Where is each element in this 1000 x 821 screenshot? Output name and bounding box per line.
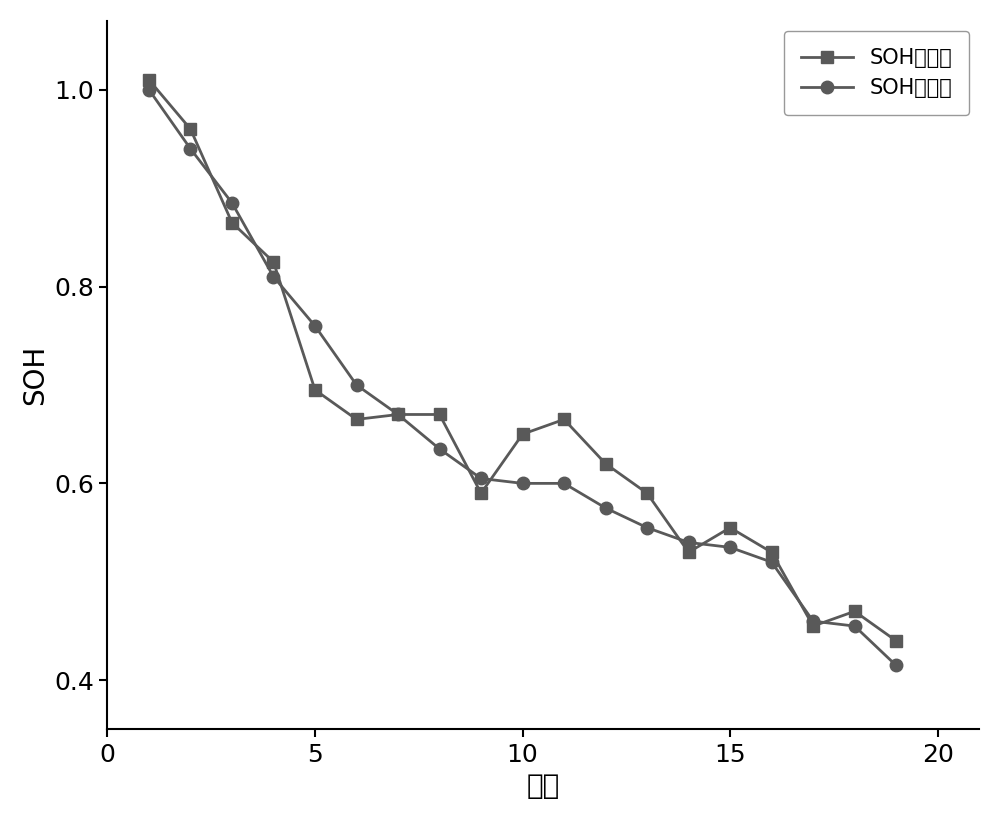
SOH估计值: [890, 636, 902, 646]
Y-axis label: SOH: SOH: [21, 345, 49, 406]
SOH估计值: [558, 415, 570, 424]
SOH估计值: [600, 459, 612, 469]
SOH估计值: [184, 124, 196, 134]
SOH定义值: [766, 557, 778, 567]
SOH定义值: [807, 617, 819, 626]
SOH定义值: [392, 410, 404, 420]
SOH估计值: [226, 218, 238, 227]
SOH估计值: [392, 410, 404, 420]
SOH定义值: [226, 198, 238, 208]
SOH估计值: [475, 488, 487, 498]
SOH估计值: [807, 621, 819, 631]
SOH估计值: [517, 429, 529, 439]
SOH估计值: [724, 523, 736, 533]
SOH定义值: [849, 621, 861, 631]
SOH定义值: [890, 661, 902, 671]
SOH定义值: [143, 85, 155, 94]
SOH定义值: [600, 503, 612, 513]
SOH定义值: [641, 523, 653, 533]
X-axis label: 周期: 周期: [527, 773, 560, 800]
SOH估计值: [434, 410, 446, 420]
SOH定义值: [267, 272, 279, 282]
SOH定义值: [683, 538, 695, 548]
SOH估计值: [766, 548, 778, 557]
Line: SOH估计值: SOH估计值: [143, 74, 902, 647]
SOH定义值: [517, 479, 529, 488]
SOH估计值: [351, 415, 363, 424]
SOH定义值: [184, 144, 196, 154]
SOH定义值: [724, 543, 736, 553]
SOH估计值: [849, 607, 861, 617]
Line: SOH定义值: SOH定义值: [143, 84, 902, 672]
Legend: SOH估计值, SOH定义值: SOH估计值, SOH定义值: [784, 31, 969, 115]
SOH定义值: [309, 321, 321, 331]
SOH定义值: [351, 380, 363, 390]
SOH估计值: [309, 385, 321, 395]
SOH定义值: [434, 444, 446, 454]
SOH定义值: [475, 474, 487, 484]
SOH估计值: [267, 257, 279, 267]
SOH估计值: [143, 75, 155, 85]
SOH估计值: [683, 548, 695, 557]
SOH定义值: [558, 479, 570, 488]
SOH估计值: [641, 488, 653, 498]
